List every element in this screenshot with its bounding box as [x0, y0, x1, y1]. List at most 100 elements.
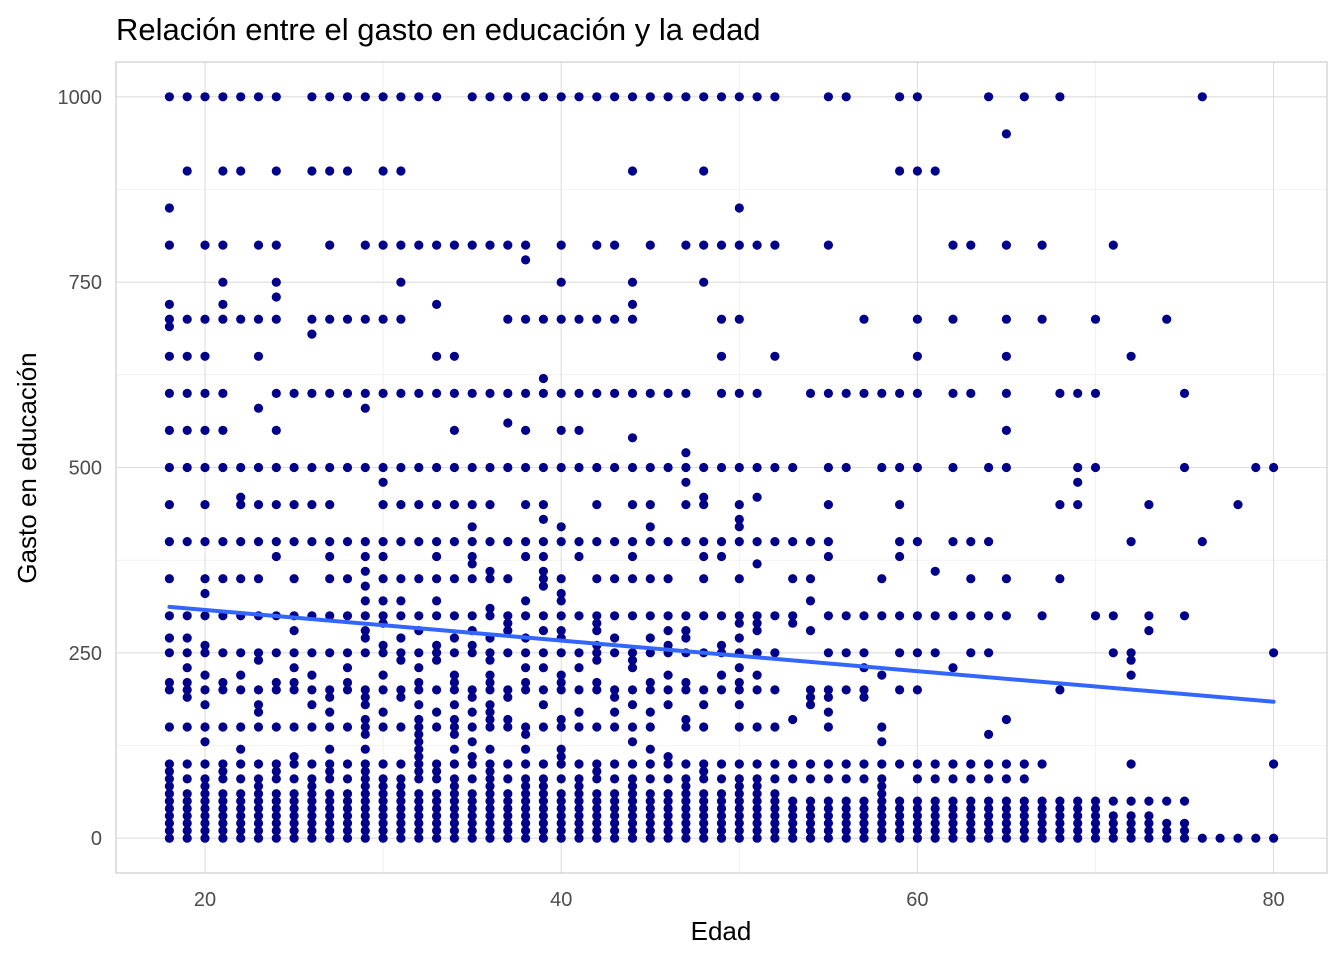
data-point: [449, 685, 459, 695]
data-point: [681, 388, 691, 398]
data-point: [1162, 314, 1172, 324]
data-point: [610, 648, 620, 658]
data-point: [200, 588, 210, 599]
data-point: [716, 551, 727, 562]
data-point: [485, 766, 495, 777]
data-point: [360, 796, 370, 806]
data-point: [556, 826, 566, 836]
data-point: [271, 685, 281, 695]
trend-line: [167, 604, 1276, 704]
data-point: [1037, 803, 1047, 814]
data-point: [1126, 648, 1136, 658]
data-point: [289, 803, 299, 814]
data-point: [360, 611, 370, 621]
data-point: [432, 766, 442, 777]
data-point: [521, 596, 531, 606]
data-point: [378, 551, 388, 562]
data-point: [289, 826, 299, 836]
data-point: [432, 789, 442, 799]
data-point: [1144, 833, 1154, 843]
data-point: [164, 537, 174, 547]
data-point: [414, 677, 424, 688]
data-point: [1001, 611, 1012, 621]
data-point: [378, 774, 388, 784]
data-point: [1073, 818, 1083, 828]
data-point: [716, 240, 727, 250]
data-point: [289, 500, 299, 510]
data-point: [627, 388, 638, 398]
data-point: [200, 240, 210, 250]
data-point: [218, 818, 228, 828]
data-point: [610, 692, 620, 702]
data-point: [182, 388, 192, 398]
data-point: [681, 714, 691, 725]
data-point: [503, 462, 513, 473]
data-point: [1162, 818, 1172, 828]
data-point: [432, 826, 442, 836]
data-point: [218, 774, 228, 784]
data-point: [449, 670, 459, 680]
data-point: [966, 611, 976, 621]
data-point: [182, 789, 192, 799]
data-point: [360, 626, 370, 636]
data-point: [1144, 796, 1154, 806]
data-point: [521, 781, 531, 791]
data-point: [663, 462, 673, 473]
data-point: [307, 818, 317, 828]
data-point: [805, 833, 816, 843]
data-point: [485, 648, 495, 658]
data-point: [200, 737, 210, 747]
data-point: [503, 818, 513, 828]
data-point: [610, 574, 620, 584]
data-point: [645, 677, 655, 688]
data-point: [663, 818, 673, 828]
data-point: [1019, 818, 1029, 828]
data-point: [467, 789, 477, 799]
data-point: [1144, 611, 1154, 621]
data-point: [289, 537, 299, 547]
data-point: [895, 826, 905, 836]
data-point: [360, 811, 370, 821]
data-point: [236, 818, 246, 828]
data-point: [396, 596, 406, 606]
data-point: [538, 796, 549, 806]
data-point: [307, 826, 317, 836]
data-point: [218, 648, 228, 658]
data-point: [1001, 774, 1012, 784]
x-tick-label: 60: [906, 889, 928, 911]
data-point: [1108, 648, 1118, 658]
data-point: [1001, 425, 1012, 435]
data-point: [663, 803, 673, 814]
data-point: [1019, 833, 1029, 843]
data-point: [610, 789, 620, 799]
data-point: [449, 700, 459, 710]
data-point: [360, 774, 370, 784]
data-point: [360, 781, 370, 791]
data-point: [200, 833, 210, 843]
data-point: [432, 648, 442, 658]
data-point: [325, 92, 335, 102]
data-point: [627, 803, 638, 814]
data-point: [699, 766, 709, 777]
data-point: [645, 611, 655, 621]
data-point: [788, 714, 798, 725]
data-point: [984, 803, 994, 814]
data-point: [627, 500, 638, 510]
data-point: [823, 500, 834, 510]
data-point: [610, 811, 620, 821]
data-point: [218, 166, 228, 176]
data-point: [912, 314, 923, 324]
data-point: [948, 796, 958, 806]
data-point: [503, 811, 513, 821]
data-point: [467, 462, 477, 473]
data-point: [378, 707, 388, 717]
data-point: [200, 351, 210, 361]
data-point: [699, 685, 709, 695]
data-point: [734, 811, 744, 821]
data-point: [627, 433, 638, 443]
data-point: [681, 448, 691, 458]
data-point: [218, 722, 228, 732]
data-point: [627, 551, 638, 562]
data-point: [984, 729, 994, 740]
data-point: [699, 240, 709, 250]
